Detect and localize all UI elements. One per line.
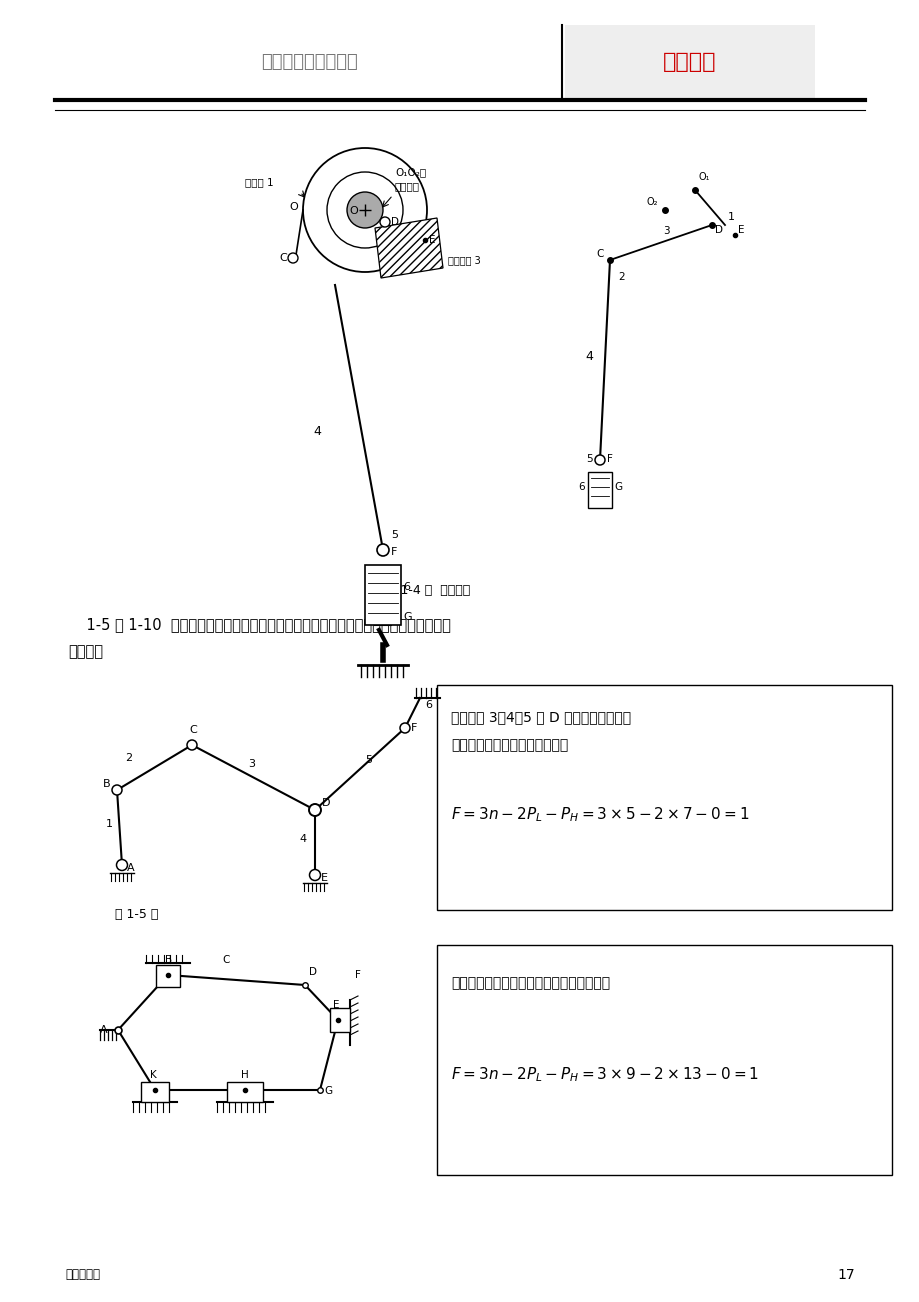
Circle shape <box>377 544 389 556</box>
Circle shape <box>187 740 197 750</box>
Text: B: B <box>165 954 172 965</box>
Circle shape <box>309 805 321 816</box>
Text: A: A <box>100 1025 108 1035</box>
Text: O: O <box>348 206 357 216</box>
Text: O₁O₂为: O₁O₂为 <box>394 167 425 177</box>
Text: 6: 6 <box>425 700 432 710</box>
Text: 5: 5 <box>365 755 371 766</box>
Text: O: O <box>289 202 298 212</box>
Text: 解：构件 3、4、5 在 D 处形成一个复合铰: 解：构件 3、4、5 在 D 处形成一个复合铰 <box>450 710 630 724</box>
Text: 原动件 1: 原动件 1 <box>244 177 273 187</box>
Bar <box>227 1082 263 1101</box>
Bar <box>330 1008 349 1032</box>
Text: D: D <box>322 798 330 809</box>
Text: 题 1-5 图: 题 1-5 图 <box>115 909 158 922</box>
Text: 6: 6 <box>403 582 410 592</box>
Circle shape <box>309 870 320 880</box>
Text: 页眉页脚可一键删除: 页眉页脚可一键删除 <box>261 53 358 72</box>
Text: 3: 3 <box>248 759 255 769</box>
Text: D: D <box>391 217 399 227</box>
Circle shape <box>400 723 410 733</box>
Text: O₁: O₁ <box>698 172 709 182</box>
Circle shape <box>288 253 298 263</box>
Circle shape <box>595 454 605 465</box>
Text: 17: 17 <box>836 1268 854 1282</box>
Text: 2: 2 <box>125 753 132 763</box>
Text: 1: 1 <box>727 212 734 223</box>
Text: 5: 5 <box>391 530 398 540</box>
Circle shape <box>117 859 128 871</box>
Bar <box>141 1082 169 1101</box>
Text: 4: 4 <box>312 424 321 437</box>
Text: 固定轴心: 固定轴心 <box>394 181 420 191</box>
Circle shape <box>302 148 426 272</box>
Text: 3: 3 <box>663 227 669 236</box>
Text: 解：没有复合铰链、局部自由度和虚约束。: 解：没有复合铰链、局部自由度和虚约束。 <box>450 976 609 990</box>
Text: 4: 4 <box>584 350 592 363</box>
Text: 借鉴答案类: 借鉴答案类 <box>65 1268 100 1281</box>
Text: C: C <box>596 249 603 259</box>
Text: O₂: O₂ <box>646 197 658 207</box>
Bar <box>437 945 891 1174</box>
Bar <box>437 685 891 910</box>
Circle shape <box>112 785 122 796</box>
Text: F: F <box>391 547 397 557</box>
Text: $F=3n-2P_L-P_H=3\times5-2\times7-0=1$: $F=3n-2P_L-P_H=3\times5-2\times7-0=1$ <box>450 806 749 824</box>
Text: D: D <box>309 967 317 976</box>
Text: G: G <box>323 1086 332 1096</box>
Text: 5: 5 <box>585 454 592 464</box>
Text: B: B <box>103 779 110 789</box>
Text: E: E <box>321 874 328 883</box>
Text: F: F <box>355 970 360 980</box>
Text: $F=3n-2P_L-P_H=3\times9-2\times13-0=1$: $F=3n-2P_L-P_H=3\times9-2\times13-0=1$ <box>450 1065 758 1085</box>
Bar <box>564 25 814 100</box>
Text: G: G <box>613 482 621 492</box>
Text: 1-5 至 1-10  指出机构运动简图中的复合铰链、局部自由度和虚约束，并计算各机构的: 1-5 至 1-10 指出机构运动简图中的复合铰链、局部自由度和虚约束，并计算各… <box>68 617 450 633</box>
Text: 同一构件 3: 同一构件 3 <box>448 255 481 266</box>
Circle shape <box>380 217 390 227</box>
Text: C: C <box>278 253 287 263</box>
Text: A: A <box>127 863 134 874</box>
Circle shape <box>326 172 403 247</box>
Bar <box>587 473 611 508</box>
Text: 链，没有局部自由度和虚约束。: 链，没有局部自由度和虚约束。 <box>450 738 568 753</box>
Text: C: C <box>188 725 197 736</box>
Text: E: E <box>428 234 435 245</box>
Text: 6: 6 <box>577 482 584 492</box>
Text: C: C <box>221 954 229 965</box>
Text: H: H <box>241 1070 248 1079</box>
Circle shape <box>346 191 382 228</box>
Text: 1: 1 <box>106 819 113 829</box>
Text: 自由度。: 自由度。 <box>68 644 103 660</box>
Text: 2: 2 <box>618 272 624 283</box>
Text: 2: 2 <box>420 223 426 232</box>
Text: D: D <box>714 225 722 234</box>
Text: E: E <box>333 1000 339 1010</box>
Text: F: F <box>607 454 612 464</box>
Text: F: F <box>411 723 417 733</box>
Polygon shape <box>375 217 443 279</box>
Text: G: G <box>403 612 411 622</box>
Text: 仅供参考: 仅供参考 <box>663 52 716 72</box>
Text: 题 1-4 图  冲压机构: 题 1-4 图 冲压机构 <box>389 583 471 596</box>
Bar <box>365 565 401 625</box>
Text: K: K <box>150 1070 156 1079</box>
Text: 4: 4 <box>299 835 306 844</box>
Bar <box>156 965 180 987</box>
Text: E: E <box>737 225 743 234</box>
